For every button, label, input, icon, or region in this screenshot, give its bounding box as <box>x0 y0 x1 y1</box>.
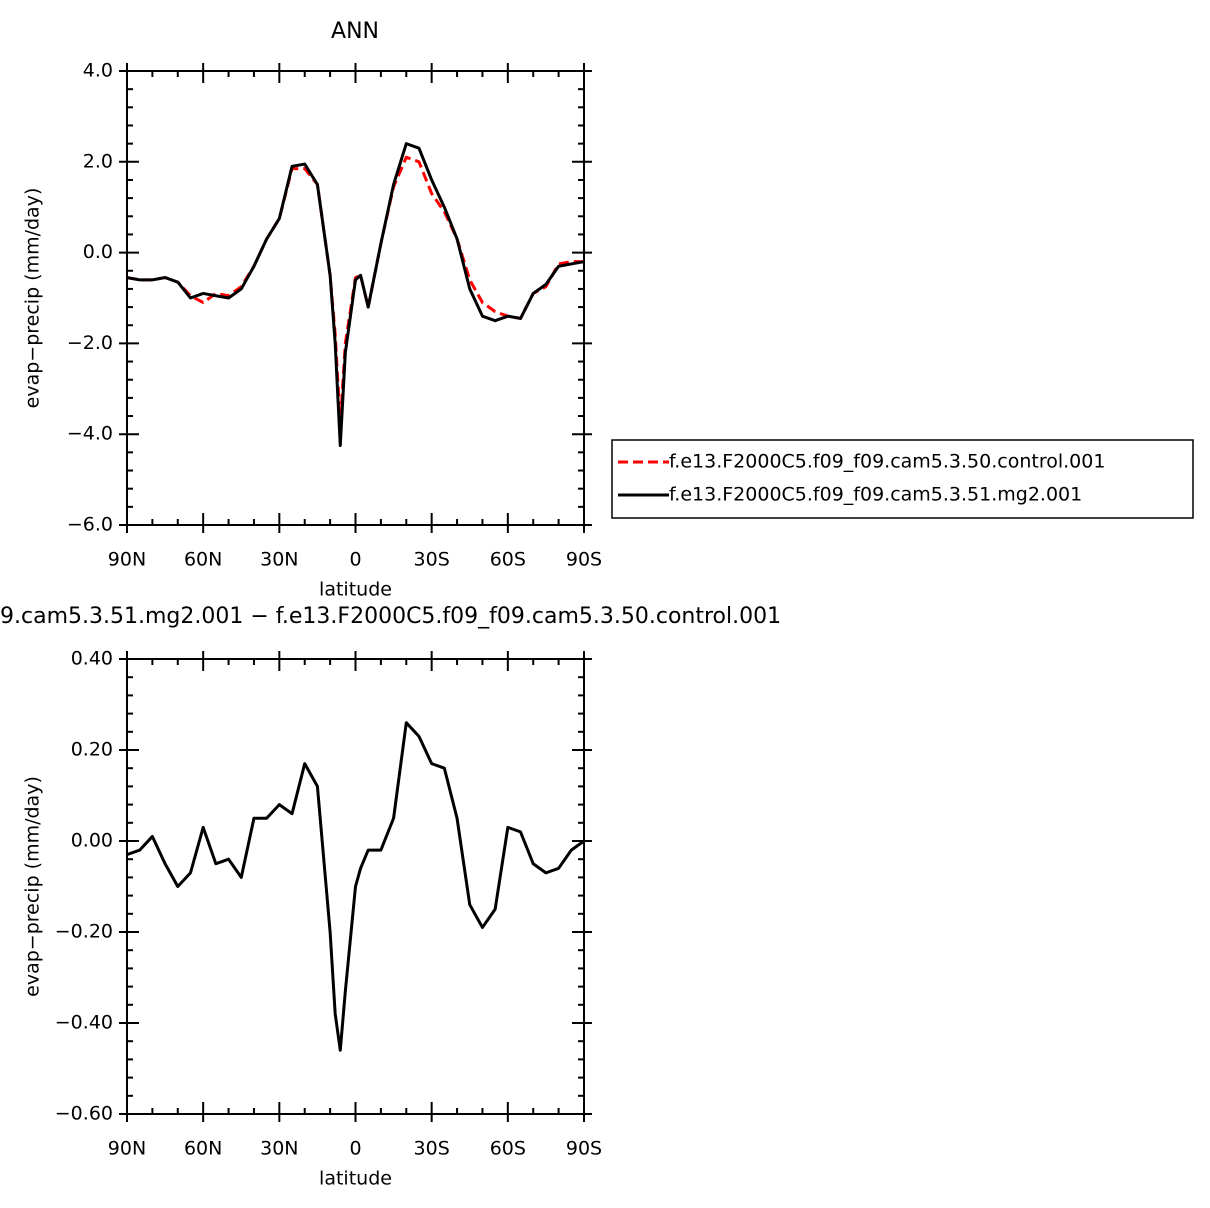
data-line <box>126 142 585 448</box>
x-tick-label: 90S <box>566 549 602 571</box>
plot-frame <box>126 70 585 526</box>
x-tick-label: 30S <box>414 549 450 571</box>
x-tick-label: 60N <box>184 549 222 571</box>
y-tick-label: 0.0 <box>83 241 113 263</box>
y-tick-label: 0.00 <box>71 830 113 852</box>
y-axis-label: evap−precip (mm/day) <box>22 188 44 409</box>
y-axis-label: evap−precip (mm/day) <box>22 776 44 997</box>
data-line <box>126 721 585 1052</box>
y-tick-label: 2.0 <box>83 150 113 172</box>
legend-box <box>611 439 1194 519</box>
y-tick-label: −4.0 <box>67 423 113 445</box>
x-tick-label: 90N <box>108 549 146 571</box>
y-tick-label: −0.40 <box>55 1012 113 1034</box>
plot-frame <box>126 658 585 1115</box>
x-tick-label: 60S <box>490 1138 526 1160</box>
y-tick-label: −0.20 <box>55 921 113 943</box>
legend-label: f.e13.F2000C5.f09_f09.cam5.3.51.mg2.001 <box>669 484 1082 506</box>
x-axis-label: latitude <box>319 579 392 601</box>
x-tick-label: 0 <box>349 1138 361 1160</box>
chart-title: 9.cam5.3.51.mg2.001 − f.e13.F2000C5.f09_… <box>0 604 781 629</box>
x-tick-label: 90S <box>566 1138 602 1160</box>
y-tick-label: −0.60 <box>55 1103 113 1125</box>
data-line <box>126 155 584 427</box>
x-tick-label: 30N <box>260 1138 298 1160</box>
y-tick-label: 4.0 <box>83 60 113 82</box>
legend-label: f.e13.F2000C5.f09_f09.cam5.3.50.control.… <box>669 451 1105 473</box>
x-tick-label: 30N <box>260 549 298 571</box>
y-tick-label: −6.0 <box>67 514 113 536</box>
x-tick-label: 30S <box>414 1138 450 1160</box>
x-tick-label: 60S <box>490 549 526 571</box>
y-tick-label: 0.40 <box>71 648 113 670</box>
x-axis-label: latitude <box>319 1168 392 1190</box>
x-tick-label: 60N <box>184 1138 222 1160</box>
y-tick-label: 0.20 <box>71 739 113 761</box>
y-tick-label: −2.0 <box>67 332 113 354</box>
chart-title: ANN <box>331 19 379 44</box>
x-tick-label: 90N <box>108 1138 146 1160</box>
x-tick-label: 0 <box>349 549 361 571</box>
